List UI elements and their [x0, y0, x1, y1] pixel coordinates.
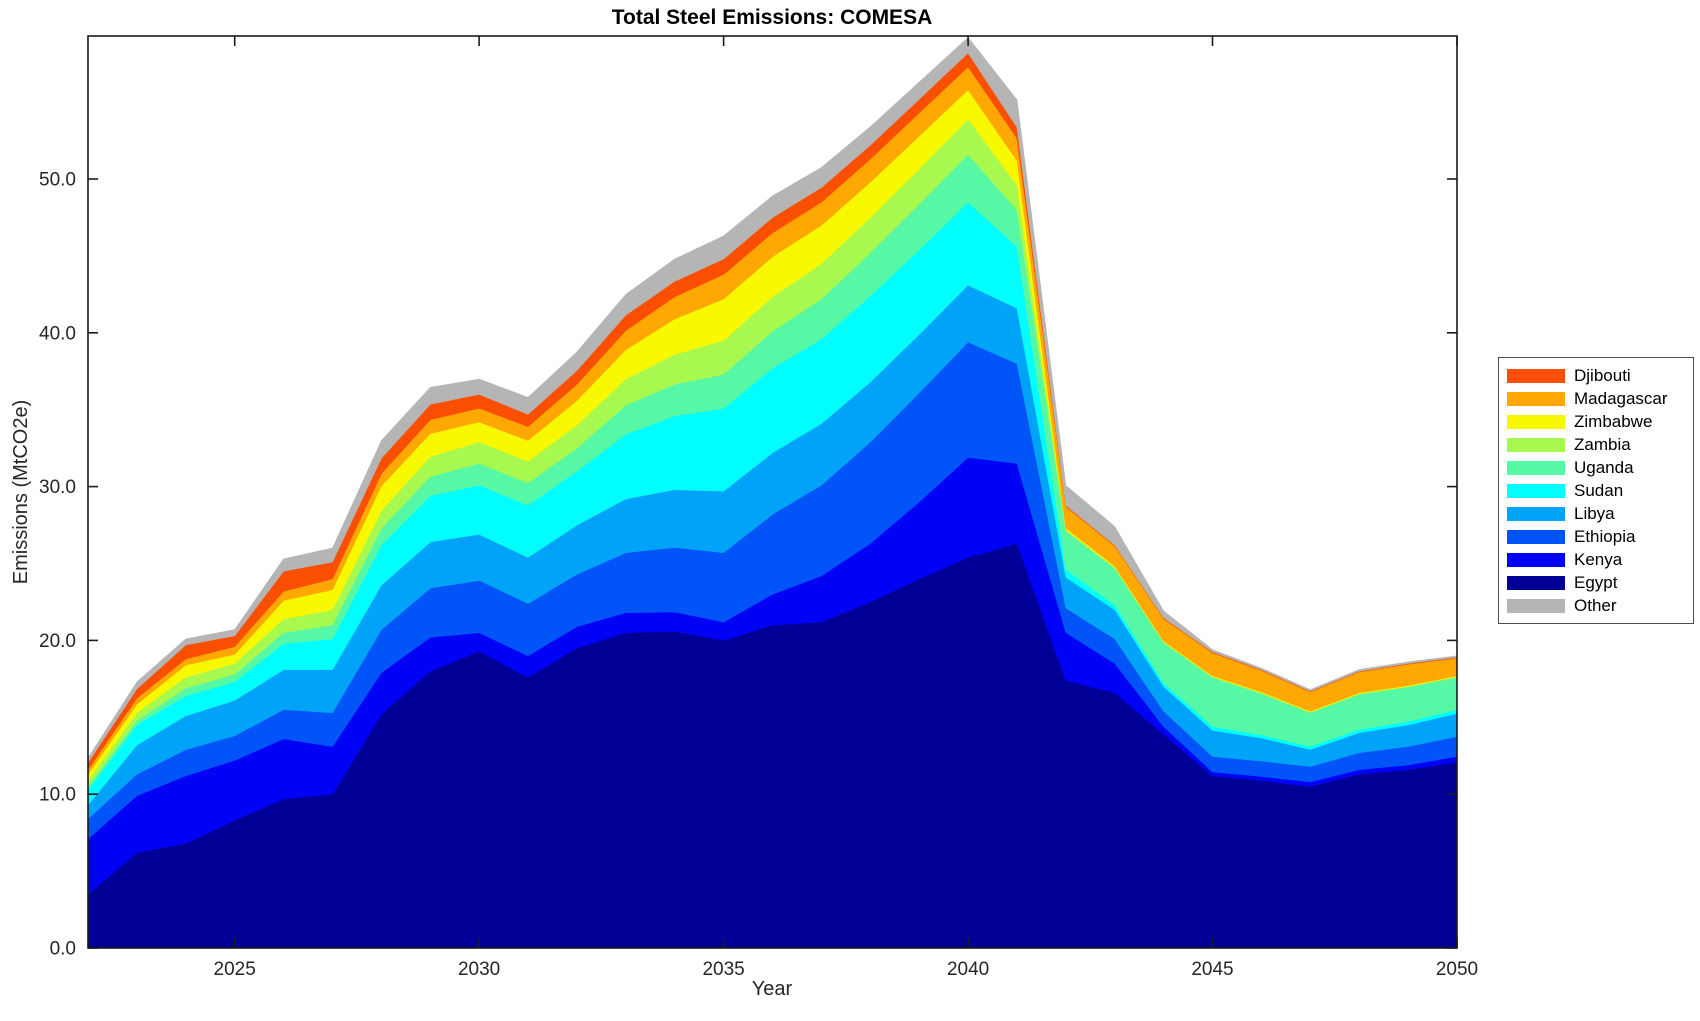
axes-box	[87, 35, 1458, 949]
legend-item-djibouti: Djibouti	[1507, 364, 1693, 387]
legend-swatch-uganda	[1507, 460, 1565, 475]
legend-item-label: Madagascar	[1574, 388, 1668, 408]
chart-title: Total Steel Emissions: COMESA	[612, 6, 933, 29]
legend-swatch-egypt	[1507, 575, 1565, 590]
legend-item-label: Zambia	[1574, 434, 1631, 454]
legend-item-label: Libya	[1574, 503, 1615, 523]
legend-swatch-djibouti	[1507, 368, 1565, 383]
y-axis-label: Emissions (MtCO2e)	[10, 400, 32, 584]
legend-item-label: Zimbabwe	[1574, 411, 1653, 431]
legend-swatch-other	[1507, 598, 1565, 613]
legend-item-kenya: Kenya	[1507, 548, 1693, 571]
x-tick-label: 2030	[458, 959, 500, 980]
legend: Djibouti Madagascar Zimbabwe Zambia Uganda Su…	[1498, 357, 1694, 624]
legend-item-egypt: Egypt	[1507, 571, 1693, 594]
legend-swatch-zambia	[1507, 437, 1565, 452]
legend-swatch-madagascar	[1507, 391, 1565, 406]
legend-swatch-zimbabwe	[1507, 414, 1565, 429]
x-tick-label: 2035	[702, 959, 744, 980]
legend-swatch-kenya	[1507, 552, 1565, 567]
legend-item-label: Kenya	[1574, 549, 1623, 569]
x-axis-label: Year	[752, 978, 793, 1000]
y-tick-label: 0.0	[50, 939, 76, 960]
legend-item-zimbabwe: Zimbabwe	[1507, 410, 1693, 433]
legend-item-other: Other	[1507, 594, 1693, 617]
legend-item-label: Egypt	[1574, 572, 1618, 592]
axes: 2025 2030 2035 2040 2045 2050 0.0 10.0 20.0 30.0 4…	[39, 35, 1478, 980]
x-tick-label: 2025	[214, 959, 256, 980]
y-tick-label: 40.0	[39, 323, 76, 344]
area-series-other	[88, 37, 1457, 764]
x-tick-label: 2040	[947, 959, 989, 980]
legend-item-zambia: Zambia	[1507, 433, 1693, 456]
y-tick-label: 10.0	[39, 785, 76, 806]
legend-item-libya: Libya	[1507, 502, 1693, 525]
legend-item-label: Uganda	[1574, 457, 1634, 477]
y-tick-label: 30.0	[39, 477, 76, 498]
x-tick-label: 2050	[1436, 959, 1478, 980]
plot-area	[88, 37, 1457, 948]
legend-swatch-sudan	[1507, 483, 1565, 498]
legend-swatch-ethiopia	[1507, 529, 1565, 544]
legend-item-label: Other	[1574, 595, 1617, 615]
legend-item-label: Sudan	[1574, 480, 1624, 500]
legend-item-uganda: Uganda	[1507, 456, 1693, 479]
legend-swatch-libya	[1507, 506, 1565, 521]
legend-item-label: Ethiopia	[1574, 526, 1636, 546]
y-tick-label: 20.0	[39, 631, 76, 652]
legend-item-ethiopia: Ethiopia	[1507, 525, 1693, 548]
legend-item-sudan: Sudan	[1507, 479, 1693, 502]
y-tick-label: 50.0	[39, 170, 76, 191]
x-tick-label: 2045	[1191, 959, 1233, 980]
legend-item-madagascar: Madagascar	[1507, 387, 1693, 410]
legend-item-label: Djibouti	[1574, 365, 1631, 385]
